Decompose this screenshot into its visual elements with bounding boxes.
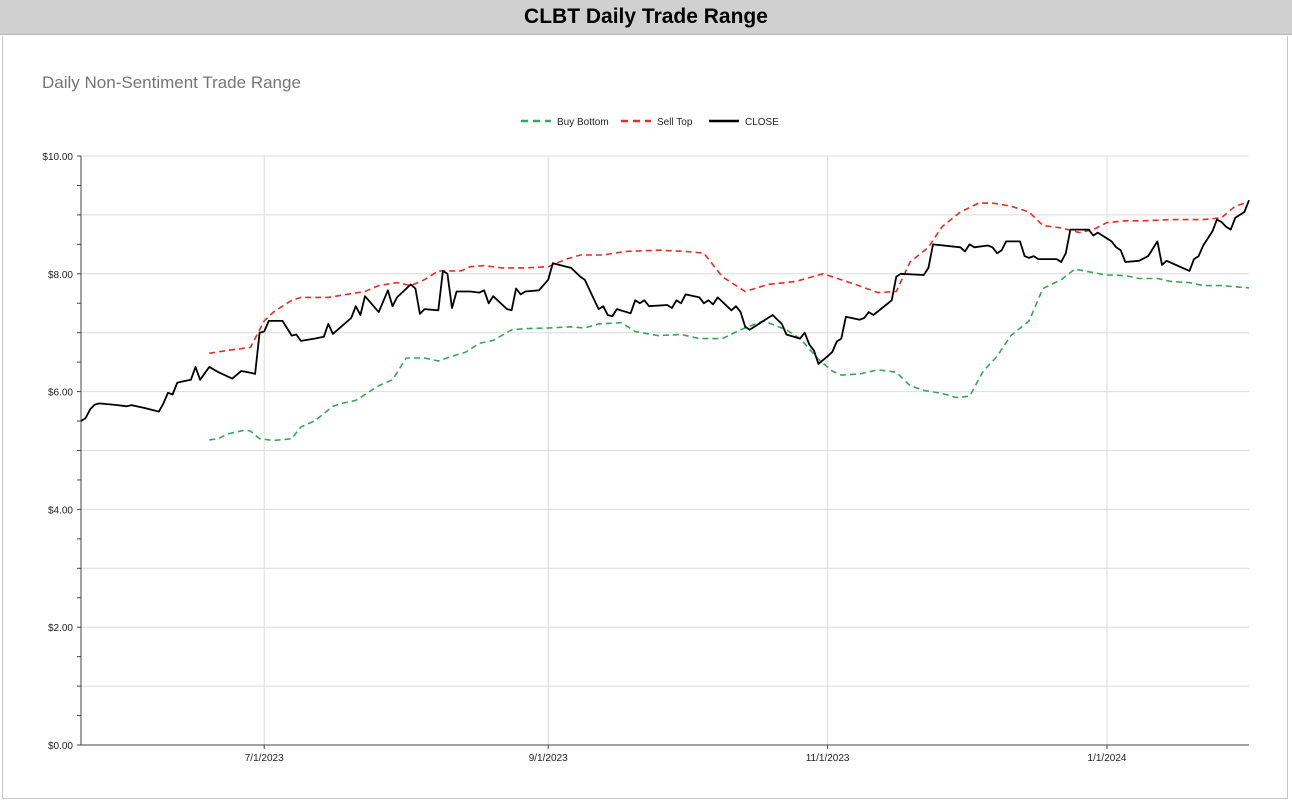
y-tick-label: $10.00 <box>42 152 73 163</box>
x-tick-label: 7/1/2023 <box>245 753 284 764</box>
legend-item: CLOSE <box>709 117 779 128</box>
page-title-bar: CLBT Daily Trade Range <box>0 0 1292 35</box>
x-tick-label: 1/1/2024 <box>1088 753 1127 764</box>
legend-label: Sell Top <box>657 117 693 128</box>
chart-svg: Daily Non-Sentiment Trade Range Buy Bott… <box>42 73 1250 764</box>
series-line-sell-top <box>209 201 1250 355</box>
x-tick-label: 9/1/2023 <box>529 753 568 764</box>
y-tick-label: $0.00 <box>48 741 73 752</box>
legend-item: Sell Top <box>621 117 693 128</box>
page-title: CLBT Daily Trade Range <box>524 5 768 28</box>
series-line-buy-bottom <box>209 268 1250 442</box>
legend-label: CLOSE <box>745 117 779 128</box>
y-tick-label: $8.00 <box>48 270 73 281</box>
chart-grid <box>81 155 1249 745</box>
chart-series-layer <box>80 199 1250 442</box>
chart-axes: $0.00 $2.00 $4.00 $6.00 $8.00 $10.00 7/1/2023 9… <box>42 152 1249 764</box>
chart-subtitle: Daily Non-Sentiment Trade Range <box>42 73 301 92</box>
y-tick-label: $4.00 <box>48 505 73 516</box>
y-tick-label: $6.00 <box>48 388 73 399</box>
legend-item: Buy Bottom <box>521 117 609 128</box>
y-tick-label: $2.00 <box>48 623 73 634</box>
series-line-close <box>80 199 1250 422</box>
chart-legend: Buy Bottom Sell Top CLOSE <box>521 117 779 128</box>
x-tick-label: 11/1/2023 <box>806 753 850 764</box>
chart-frame: Daily Non-Sentiment Trade Range Buy Bott… <box>2 36 1288 799</box>
legend-label: Buy Bottom <box>557 117 609 128</box>
